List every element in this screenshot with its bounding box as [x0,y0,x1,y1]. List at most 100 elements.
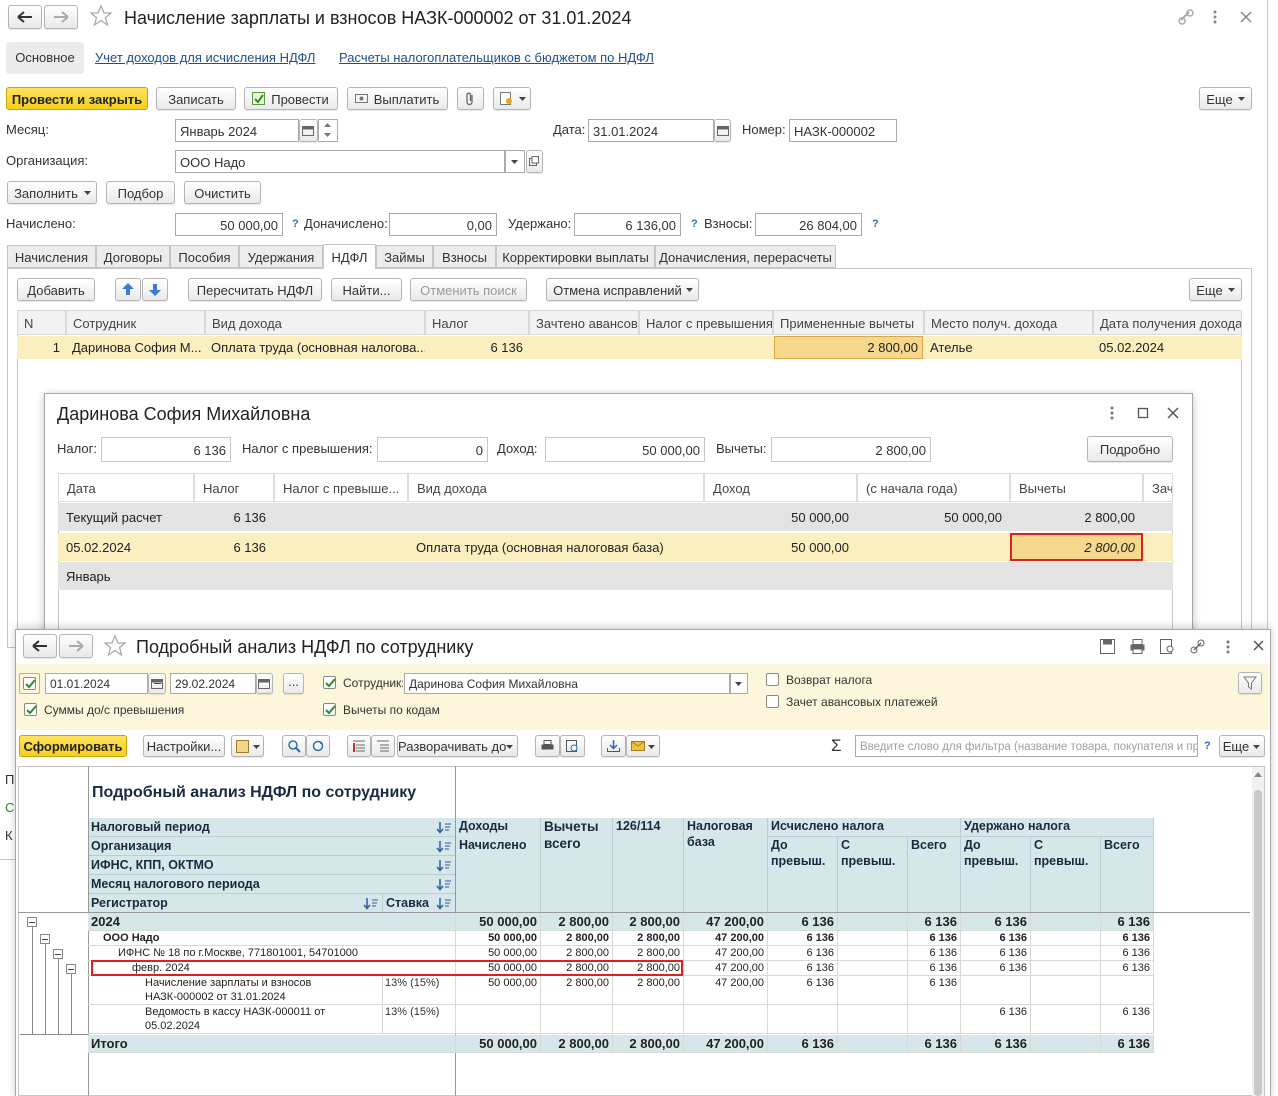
report-cell[interactable]: 2 800,00 [566,932,609,944]
row-label[interactable]: Начисление зарплаты и взносов НАЗК-00000… [145,977,312,1003]
button[interactable]: Заполнить [7,181,97,204]
report-cell[interactable]: 50 000,00 [479,1036,537,1051]
report-cell[interactable]: 6 136 [929,977,957,989]
report-cell[interactable]: 2 800,00 [629,914,680,929]
button[interactable]: ... [283,673,304,694]
grouping-header[interactable]: Месяц налогового периода [88,875,455,894]
report-cell[interactable]: 2 800,00 [637,932,680,944]
table-cell[interactable]: Январь [66,569,111,584]
employee-input[interactable]: Даринова София Михайловна [404,673,730,694]
rate-cell[interactable]: 13% (15%) [382,1005,455,1034]
column-header[interactable]: (с начала года) [857,473,1010,502]
maximize-icon[interactable] [1137,407,1149,419]
checkbox[interactable] [323,703,336,716]
button[interactable]: Настройки... [143,735,225,757]
row-label[interactable]: Итого [91,1036,128,1051]
icon-button[interactable] [299,119,318,142]
total-input[interactable]: 26 804,00 [755,213,862,236]
button[interactable]: Пересчитать НДФЛ [188,278,322,301]
column-header[interactable]: Дата [58,473,194,502]
rate-cell[interactable]: 13% (15%) [382,976,455,1005]
tab[interactable]: Удержания [239,245,323,268]
report-cell[interactable]: 47 200,00 [715,947,764,959]
help[interactable]: ? [1204,740,1211,752]
table-cell[interactable]: 50 000,00 [791,510,849,525]
tab[interactable]: Доначисления, перерасчеты [655,245,836,268]
column-header[interactable]: Место получ. дохода [924,310,1093,335]
column-header[interactable]: Налог [425,310,529,335]
report-cell[interactable]: 6 136 [994,914,1027,929]
tab[interactable]: Взносы [433,245,496,268]
table-cell[interactable]: 05.02.2024 [1099,340,1165,355]
report-cell[interactable]: 2 800,00 [558,914,609,929]
total-input[interactable]: 0,00 [389,213,497,236]
table-cell[interactable]: Даринова София М... [72,340,202,355]
checkbox[interactable] [323,676,336,689]
report-cell[interactable]: 47 200,00 [706,1036,764,1051]
row-label[interactable]: ИФНС № 18 по г.Москве, 771801001, 547010… [118,947,358,959]
sort-icon[interactable] [436,898,451,910]
report-cell[interactable]: 47 200,00 [715,932,764,944]
window-tool-icon[interactable] [1160,639,1176,654]
column-header[interactable]: Вид дохода [205,310,425,335]
table-cell[interactable]: Текущий расчет [66,510,162,525]
table-cell[interactable]: Оплата труда (основная налоговая база) [416,540,664,555]
button[interactable]: Провести [244,87,338,110]
spin[interactable] [318,119,338,142]
report-cell[interactable]: 6 136 [1117,914,1150,929]
table-row[interactable] [17,336,1242,359]
report-cell[interactable]: 50 000,00 [488,977,537,989]
report-cell[interactable]: 6 136 [1122,962,1150,974]
table-cell[interactable]: Оплата труда (основная налогова... [211,340,425,355]
tab[interactable]: Пособия [170,245,239,268]
menu-icon[interactable] [1110,406,1114,420]
button[interactable]: Подробно [1087,436,1173,462]
calendar-icon[interactable] [258,678,270,689]
button[interactable]: Записать [156,87,236,110]
tab[interactable]: Договоры [96,245,170,268]
button[interactable]: Разворачивать до [397,735,518,757]
menu-icon[interactable] [1213,10,1217,24]
button[interactable]: Подбор [106,181,175,204]
report-cell[interactable]: 6 136 [1122,1006,1150,1018]
report-cell[interactable]: 6 136 [999,962,1027,974]
button[interactable]: Еще [1199,87,1252,110]
report-cell[interactable]: 6 136 [999,932,1027,944]
checkbox-label[interactable]: Вычеты по кодам [343,703,440,717]
column-header[interactable]: Зачтено авансов [529,310,639,335]
primary-button[interactable]: Сформировать [19,735,127,757]
table-cell[interactable]: 50 000,00 [944,510,1002,525]
scrollbar-thumb[interactable] [1254,790,1262,1096]
report-cell[interactable]: 2 800,00 [629,1036,680,1051]
primary-button[interactable]: Провести и закрыть [6,87,148,110]
window-tool-icon[interactable] [1190,639,1206,654]
button[interactable]: Еще [1189,278,1242,301]
tab[interactable]: Займы [376,245,433,268]
table-cell[interactable]: 1 [52,340,60,355]
tab[interactable]: Корректировки выплаты [496,245,655,268]
checkbox-label[interactable]: Суммы до/с превышения [44,703,185,717]
report-cell[interactable]: 6 136 [806,962,834,974]
organization-input[interactable]: ООО Надо [175,150,505,173]
help[interactable]: ? [872,218,879,230]
grouping-header[interactable]: Организация [88,837,455,856]
icon-button[interactable] [59,634,93,658]
column-header[interactable]: Зач [1143,473,1173,502]
table-row[interactable] [58,562,1173,590]
nav-tab[interactable]: Основное [6,42,84,74]
grouping-header[interactable]: Налоговый период [88,818,455,837]
column-header[interactable]: Сотрудник [66,310,205,335]
calendar-icon[interactable] [151,678,163,689]
column-header[interactable]: Доход [704,473,857,502]
icon-button[interactable] [714,119,731,142]
column-header[interactable]: Налог с превышения [639,310,773,335]
button[interactable]: Очистить [184,181,261,204]
button[interactable]: Отменить поиск [410,278,527,301]
row-label[interactable]: Ведомость в кассу НАЗК-000011 от 05.02.2… [145,1006,326,1032]
report-cell[interactable]: 6 136 [924,914,957,929]
report-cell[interactable]: 6 136 [806,977,834,989]
grouping-header[interactable]: ИФНС, КПП, ОКТМО [88,856,455,875]
close-icon[interactable] [1253,640,1264,651]
date-input[interactable]: 29.02.2024 [170,673,256,694]
number-input[interactable]: НАЗК-000002 [789,119,897,142]
